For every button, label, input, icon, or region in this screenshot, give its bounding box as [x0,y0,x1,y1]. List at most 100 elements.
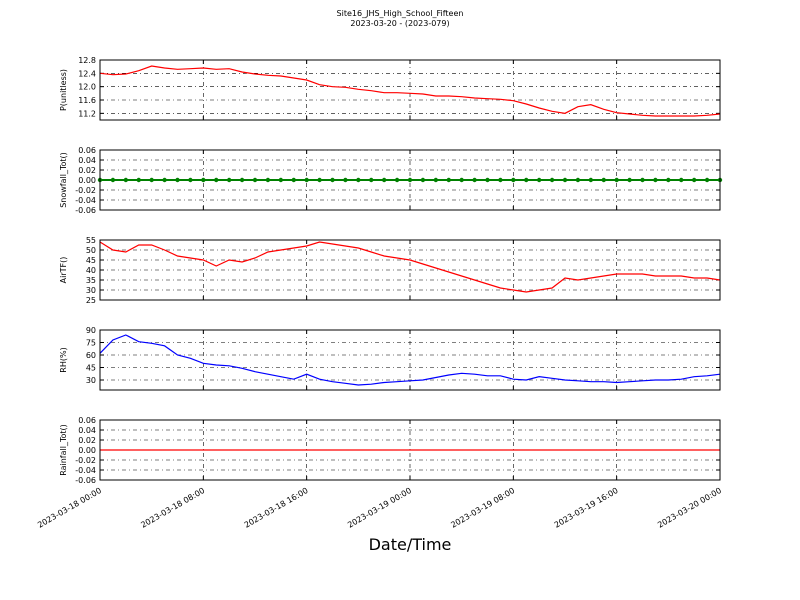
data-point [524,177,529,183]
y-tick-label: 12.0 [78,83,96,92]
axes-frame [99,329,721,391]
chart-title: Site16_JHS_High_School_Fifteen [337,9,464,18]
data-point [226,177,232,183]
data-point [679,177,684,183]
y-tick-label: -0.02 [75,456,96,465]
data-point [485,177,490,183]
data-point [330,177,335,183]
data-line [99,65,721,117]
y-tick-label: 12.8 [78,56,96,65]
data-point [381,177,387,183]
x-axis-label: Date/Time [369,535,452,554]
data-point [549,177,555,183]
y-axis-label: AirTF() [59,257,68,284]
data-line [99,241,721,293]
data-point [562,177,568,183]
data-point [446,177,451,183]
data-point [343,177,348,183]
data-point [472,177,477,183]
data-point [188,177,193,183]
y-tick-label: 0.00 [78,446,96,455]
y-tick-label: -0.04 [75,466,96,475]
data-point [214,177,219,183]
data-point [356,177,361,183]
y-tick-label: 25 [86,296,96,305]
y-tick-label: 11.2 [78,109,96,118]
axes-frame [99,239,721,301]
y-tick-label: 12.4 [78,69,96,78]
data-point [265,177,271,183]
y-tick-label: 40 [86,266,96,275]
y-tick-label: -0.06 [75,476,96,485]
axes-frame [99,419,721,481]
data-point [536,177,542,183]
data-point [252,177,258,183]
y-tick-label: 55 [86,236,96,245]
y-axis-label: P(unitless) [59,69,68,111]
data-point [653,177,658,183]
y-axis-label: Snowfall_Tot() [59,152,68,208]
data-point [420,177,426,183]
x-tick-label: 2023-03-18 16:00 [243,486,310,530]
y-tick-label: 50 [86,246,96,255]
y-tick-label: -0.04 [75,196,96,205]
y-tick-label: -0.06 [75,206,96,215]
data-point [704,177,710,183]
data-line [99,334,721,386]
y-tick-label: 0.00 [78,176,96,185]
x-tick-label: 2023-03-19 16:00 [553,486,620,530]
x-tick-label: 2023-03-19 00:00 [346,486,413,530]
y-tick-label: 30 [86,376,96,385]
x-tick-label: 2023-03-18 08:00 [139,486,206,530]
data-point [433,177,439,183]
data-point [627,177,632,183]
y-tick-label: 45 [86,364,96,373]
data-point [601,177,606,183]
data-point [498,177,503,183]
data-point [239,177,245,183]
data-point [201,177,206,183]
data-point [175,177,180,183]
data-point [317,177,322,183]
y-tick-label: 11.6 [78,96,96,105]
data-point [407,177,413,183]
y-tick-label: -0.02 [75,186,96,195]
y-tick-label: 0.04 [78,426,96,435]
y-tick-label: 45 [86,256,96,265]
data-point [666,177,671,183]
data-point [110,177,116,183]
data-point [278,177,284,183]
y-tick-label: 0.02 [78,166,96,175]
data-point [691,177,697,183]
data-point [394,177,400,183]
x-tick-label: 2023-03-18 00:00 [36,486,103,530]
x-tick-label: 2023-03-19 08:00 [449,486,516,530]
y-tick-label: 0.06 [78,416,96,425]
y-tick-label: 0.02 [78,436,96,445]
data-point [123,177,129,183]
data-point [511,177,516,183]
y-tick-label: 0.04 [78,156,96,165]
data-point [588,177,594,183]
y-tick-label: 75 [86,339,96,348]
y-tick-label: 60 [86,351,96,360]
axes-frame [99,149,721,211]
data-point [575,177,581,183]
data-point [291,177,296,183]
data-point [614,177,619,183]
y-tick-label: 90 [86,326,96,335]
data-point [136,177,141,183]
y-tick-label: 0.06 [78,146,96,155]
data-point [162,177,167,183]
data-point [369,177,374,183]
axes-frame [99,59,721,121]
data-point [640,177,645,183]
y-axis-label: Rainfall_Tot() [59,424,68,476]
data-point [459,177,464,183]
y-tick-label: 30 [86,286,96,295]
y-tick-label: 35 [86,276,96,285]
x-tick-label: 2023-03-20 00:00 [656,486,723,530]
data-point [149,177,154,183]
y-axis-label: RH(%) [59,347,68,372]
